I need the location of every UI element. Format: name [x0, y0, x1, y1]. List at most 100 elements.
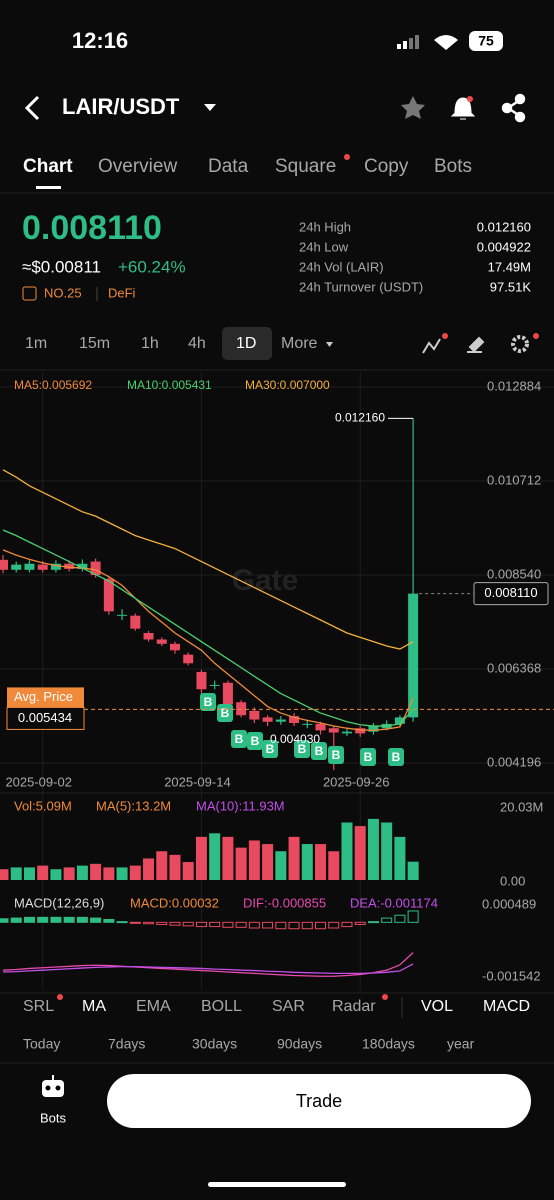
indicator-tab[interactable]: BOLL [201, 998, 242, 1015]
tab[interactable]: Bots [434, 156, 472, 177]
candle-body [408, 593, 419, 718]
ma-label: MA10:0.005431 [127, 378, 212, 392]
macd-bar [288, 921, 300, 930]
tag[interactable]: DeFi [108, 285, 136, 300]
macd-bar [10, 917, 22, 923]
x-tick-label: 2025-09-02 [5, 774, 72, 789]
candle-body [0, 559, 8, 570]
candle-body [302, 723, 313, 725]
buy-marker [231, 730, 247, 748]
candle-body [117, 614, 128, 616]
macd-label: MACD(12,26,9) [14, 895, 104, 910]
macd-bar [222, 921, 234, 928]
macd-bar [195, 921, 207, 928]
indicator-tab[interactable]: EMA [136, 998, 171, 1015]
interval[interactable]: 1D [236, 335, 256, 352]
candle-body [130, 615, 141, 629]
indicator-tab[interactable]: SRL [23, 998, 54, 1015]
candle-body [50, 563, 61, 570]
buy-marker-label: B [204, 695, 213, 709]
ma-line [2, 469, 414, 650]
dea-line [2, 963, 414, 975]
dot [442, 333, 448, 339]
volume-bar [354, 826, 366, 880]
period[interactable]: 90days [277, 1036, 322, 1052]
volume-tick-label: 20.03M [500, 799, 543, 814]
interval[interactable]: 15m [79, 335, 110, 352]
period[interactable]: 30days [192, 1036, 237, 1052]
favorite[interactable] [401, 96, 425, 119]
macd-bar [23, 916, 35, 923]
bots-label[interactable]: Bots [40, 1110, 67, 1125]
buy-marker [388, 748, 404, 766]
tab[interactable]: Square [275, 156, 336, 177]
buy-marker-label: B [251, 734, 260, 748]
interval[interactable]: 1m [25, 335, 47, 352]
candle-body [222, 682, 233, 705]
tab[interactable]: Copy [364, 156, 409, 177]
candle-body [183, 654, 194, 664]
period[interactable]: Today [23, 1036, 60, 1052]
dif-line [2, 952, 414, 977]
buy-marker [311, 742, 327, 760]
volume-bar [262, 844, 274, 880]
interval[interactable]: 4h [188, 335, 206, 352]
tab[interactable]: Chart [23, 156, 73, 177]
candle-body [169, 643, 180, 651]
indicator-tab[interactable]: Radar [332, 998, 376, 1015]
back[interactable] [24, 95, 40, 121]
stat-value: 0.012160 [477, 219, 531, 234]
macd-bar [50, 916, 62, 923]
candle-body [64, 563, 75, 569]
macd-bar [315, 921, 327, 930]
candle-body [275, 719, 286, 722]
candle-body [262, 717, 273, 722]
pair-dropdown[interactable] [204, 104, 216, 111]
settings-icon[interactable] [511, 335, 529, 353]
buy-marker-label: B [332, 748, 341, 762]
indicator-tab[interactable]: MA [82, 998, 106, 1015]
candle-body [249, 710, 260, 720]
pair[interactable]: LAIR/USDT [62, 94, 180, 119]
indicator-tab[interactable]: VOL [421, 998, 453, 1015]
volume-bar [10, 867, 22, 880]
volume-bar [275, 851, 287, 880]
candle-body [77, 563, 88, 569]
period[interactable]: 7days [108, 1036, 145, 1052]
volume-tick-label: 0.00 [500, 873, 525, 888]
trade-button[interactable] [107, 1074, 531, 1128]
macd-label: MACD:0.00032 [130, 895, 219, 910]
indicator-tab[interactable]: MACD [483, 998, 530, 1015]
volume-bar [341, 822, 353, 880]
volume-bar [248, 840, 260, 880]
macd-label: DIF:-0.000855 [243, 895, 326, 910]
bots-icon[interactable] [42, 1075, 64, 1097]
buy-marker [360, 748, 376, 766]
buy-marker-label: B [392, 750, 401, 764]
stat-label: 24h Low [299, 239, 349, 254]
indicator-tab[interactable]: SAR [272, 998, 305, 1015]
battery-level: 75 [478, 33, 494, 49]
interval[interactable]: 1h [141, 335, 159, 352]
period[interactable]: 180days [362, 1036, 415, 1052]
draw-icon[interactable] [467, 336, 485, 353]
macd-bar [354, 921, 366, 925]
low-label: 0.004030 [270, 732, 320, 746]
volume-bar [50, 869, 62, 880]
trade-label[interactable]: Trade [296, 1091, 342, 1111]
tab[interactable]: Data [208, 156, 249, 177]
stat-label: 24h High [299, 219, 351, 234]
last-price-label: 0.008110 [484, 585, 537, 600]
period[interactable]: year [447, 1036, 475, 1052]
interval[interactable]: More [281, 335, 318, 352]
macd-bar [209, 921, 221, 928]
volume-bar [367, 818, 379, 880]
volume-bar [0, 869, 9, 880]
alert[interactable] [450, 97, 476, 120]
candle-body [196, 671, 207, 690]
last-price: 0.008110 [22, 209, 162, 247]
share[interactable] [501, 93, 526, 123]
buy-marker [262, 740, 278, 758]
indicator-icon[interactable] [422, 338, 441, 354]
tab[interactable]: Overview [98, 156, 177, 177]
